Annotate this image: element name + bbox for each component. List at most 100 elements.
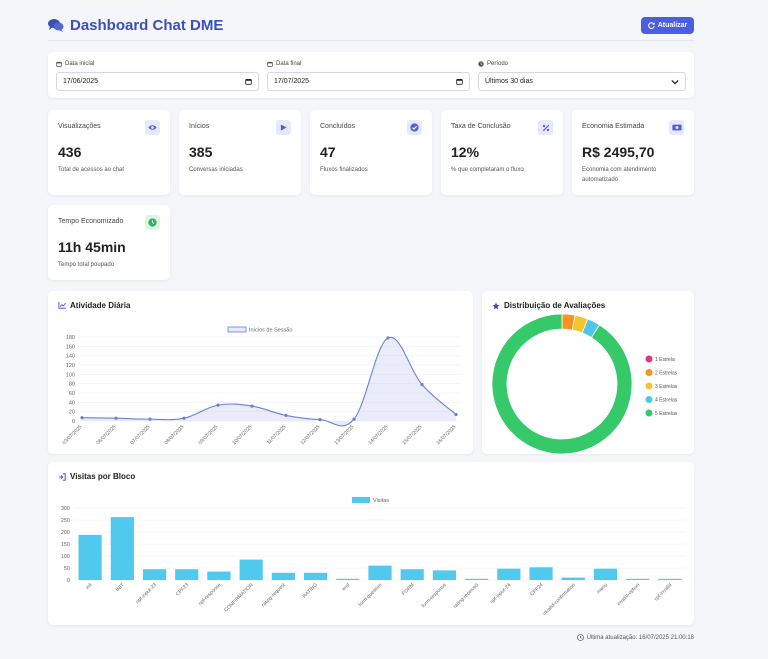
refresh-icon	[647, 21, 655, 29]
x-tick-label: cpf-invalid	[653, 582, 673, 602]
refresh-button[interactable]: Atualizar	[641, 16, 694, 34]
calendar-icon	[245, 78, 252, 85]
data-point	[352, 417, 356, 421]
metric-value: 12%	[451, 144, 480, 160]
x-tick-label: rating-received	[452, 582, 480, 610]
metric-value: 47	[320, 144, 336, 160]
period-label: Período	[478, 59, 686, 68]
y-tick-label: 50	[64, 566, 70, 572]
y-tick-label: 250	[61, 518, 70, 524]
x-tick-label: 16/07/2025	[435, 424, 457, 446]
bar	[561, 577, 585, 580]
series-area	[82, 337, 456, 426]
block-visits-chart: Visitas 0 50 100 150 200 250 300 init INIT npf-inp…	[61, 497, 686, 617]
x-tick-label: npf-input-24	[489, 582, 512, 605]
ratings-chart: 1 Estrela 2 Estrelas 3 Estrelas 4 Estrelas 5…	[491, 313, 678, 454]
x-tick-label: 08/07/2025	[163, 424, 185, 446]
bar	[303, 572, 328, 580]
x-tick-label: INIT	[115, 582, 126, 593]
y-tick-label: 80	[69, 382, 75, 388]
calendar-icon	[456, 78, 463, 85]
metric-desc: Tempo total poupado	[58, 262, 115, 268]
start-date-input[interactable]: 17/06/2025	[56, 72, 259, 91]
legend-label: 5 Estrelas	[655, 411, 678, 417]
legend-label: Visitas	[373, 498, 389, 504]
x-tick-label: init	[85, 582, 94, 591]
metric-value: 436	[58, 144, 82, 160]
data-point	[250, 404, 254, 408]
refresh-label: Atualizar	[657, 21, 688, 29]
bar	[239, 559, 263, 580]
metric-value: R$ 2495,70	[582, 144, 655, 160]
line-chart-icon	[58, 302, 66, 309]
block-visits-panel: Visitas por Bloco Visitas 0 50 100 150 200 250…	[48, 462, 694, 625]
y-tick-label: 40	[69, 400, 75, 406]
x-tick-label: 11/07/2025	[266, 424, 288, 446]
x-tick-label: form-question	[358, 582, 384, 608]
bar	[626, 578, 650, 580]
y-tick-label: 20	[69, 410, 75, 416]
legend-swatch	[227, 326, 247, 333]
x-tick-label: CPF24	[529, 582, 544, 597]
data-point	[454, 412, 458, 417]
last-update: Última atualização: 16/07/2025 21:00:18	[576, 634, 694, 641]
bar	[400, 569, 424, 580]
metric-title: Economia Estimada	[582, 123, 645, 130]
data-point	[148, 417, 152, 421]
ratings-title: Distribuição de Avaliações	[492, 301, 605, 310]
data-point	[80, 416, 84, 420]
y-tick-label: 200	[61, 530, 70, 536]
chevron-down-icon	[671, 79, 679, 85]
end-date-filter: Data final 17/07/2025	[267, 59, 470, 91]
data-point	[420, 383, 424, 387]
ratings-panel: Distribuição de Avaliações 1 Estrela 2 Es…	[482, 291, 694, 454]
donut-slice	[491, 313, 633, 454]
metric-card-completed: Concluídos 47 Fluxos finalizados	[310, 110, 432, 195]
bar	[110, 517, 134, 580]
x-tick-label: npf-response	[197, 582, 222, 607]
y-tick-label: 300	[61, 506, 70, 512]
bar	[658, 578, 682, 580]
end-date-input[interactable]: 17/07/2025	[267, 72, 470, 91]
page-title-text: Dashboard Chat DME	[70, 16, 224, 34]
data-point	[386, 336, 390, 340]
metric-desc: Total de acessos ao chat	[58, 167, 125, 173]
bar	[497, 568, 521, 580]
header: Dashboard Chat DME Atualizar	[48, 12, 694, 38]
block-visits-title: Visitas por Bloco	[58, 472, 135, 481]
period-select[interactable]: Últimos 30 dias	[478, 72, 686, 91]
bar	[465, 578, 489, 580]
daily-activity-panel: Atividade Diária Inícios de Sessão 0 20 40 6…	[48, 291, 473, 454]
x-tick-label: 12/07/2025	[299, 424, 321, 446]
y-tick-label: 180	[66, 335, 75, 341]
bar	[271, 572, 295, 580]
x-tick-label: 03/07/2025	[61, 424, 83, 446]
header-divider	[48, 40, 694, 41]
bar	[142, 569, 167, 580]
metric-title: Inícios	[189, 123, 210, 130]
metric-value: 385	[189, 144, 213, 160]
bar	[529, 567, 553, 580]
calendar-icon	[267, 61, 273, 67]
end-date-label: Data final	[267, 59, 470, 68]
metric-title: Visualizações	[58, 123, 101, 130]
y-tick-label: 120	[66, 363, 75, 369]
bar	[336, 578, 360, 580]
x-tick-label: rating-request	[261, 582, 287, 608]
period-filter: Período Últimos 30 dias	[478, 59, 686, 91]
x-tick-label: invalid-confirmation	[542, 582, 577, 617]
y-tick-label: 150	[61, 542, 70, 548]
data-point	[284, 413, 288, 417]
metric-title: Concluídos	[320, 123, 356, 130]
x-tick-label: invalid-option	[616, 582, 641, 607]
metric-value: 11h 45min	[58, 239, 126, 255]
x-tick-label: 10/07/2025	[231, 424, 253, 446]
daily-activity-chart: Inícios de Sessão 0 20 40 60 80 100 120 140 160 18…	[61, 326, 460, 446]
metric-desc: % que completaram o fluxo	[451, 167, 524, 173]
money-icon	[669, 120, 684, 135]
calendar-icon	[56, 61, 62, 67]
legend-swatch	[645, 409, 653, 417]
legend-label: 2 Estrelas	[655, 371, 678, 377]
x-tick-label: RATING	[302, 582, 319, 599]
